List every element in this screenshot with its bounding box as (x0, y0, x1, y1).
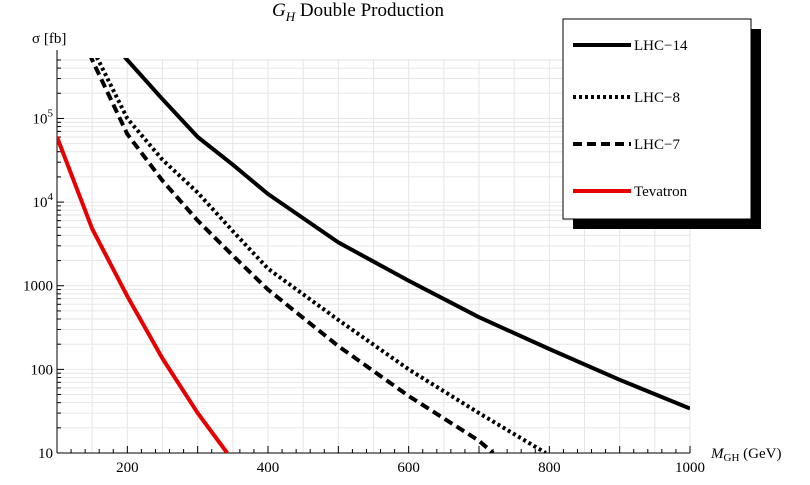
series-line-tevatron (57, 136, 229, 453)
y-tick-label: 1000 (23, 279, 53, 295)
y-axis-label: σ [fb] (32, 31, 66, 47)
x-tick-label: 1000 (675, 460, 705, 476)
y-tick-label: 10 (38, 446, 53, 462)
legend-label: LHC−8 (634, 90, 680, 106)
legend-label: LHC−7 (634, 137, 680, 153)
legend-box (562, 18, 752, 220)
chart-title: GH Double Production (272, 0, 444, 24)
y-tick-label: 104 (33, 191, 54, 211)
series-lines (57, 58, 690, 453)
x-tick-label: 600 (397, 460, 420, 476)
x-tick-label: 200 (116, 460, 139, 476)
x-axis-label: MGH (GeV) (710, 446, 781, 464)
series-line-lhc-7 (89, 58, 495, 453)
legend: LHC−14 LHC−8 LHC−7 Tevatron (562, 18, 761, 229)
y-tick-label: 100 (31, 362, 54, 378)
tick-labels: 200 400 600 800 1000 10 100 1000 104 105 (23, 107, 705, 476)
x-tick-label: 400 (257, 460, 280, 476)
legend-label: LHC−14 (634, 38, 688, 54)
y-tick-label: 105 (33, 107, 54, 127)
series-line-lhc-8 (95, 58, 547, 453)
series-line-lhc-14 (122, 58, 690, 411)
legend-label: Tevatron (634, 184, 688, 200)
x-tick-label: 800 (538, 460, 561, 476)
